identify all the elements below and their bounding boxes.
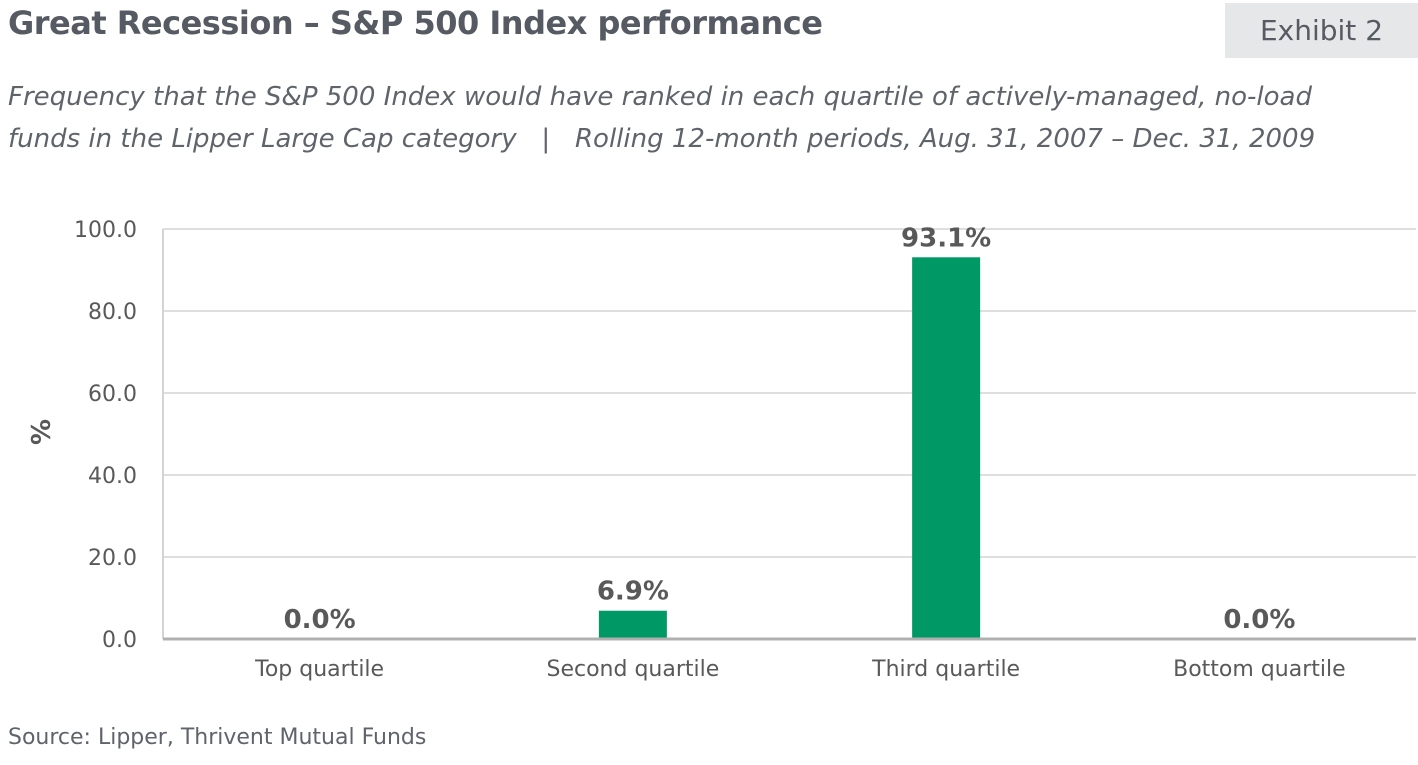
- source-note: Source: Lipper, Thrivent Mutual Funds: [8, 725, 427, 750]
- subtitle-line-1: Frequency that the S&P 500 Index would h…: [8, 82, 1312, 112]
- subtitle-line-2: funds in the Lipper Large Cap category |…: [8, 124, 1316, 154]
- y-tick-label: 20.0: [88, 546, 137, 571]
- data-label: 93.1%: [901, 223, 991, 253]
- x-tick-label: Top quartile: [254, 657, 384, 682]
- bar-chart: 0.0 20.0 40.0 60.0 80.0 100.0% 0.0% Top quartil…: [27, 218, 1416, 682]
- data-label: 0.0%: [284, 605, 356, 635]
- x-tick-label: Bottom quartile: [1173, 657, 1346, 682]
- chart-title: Great Recession – S&P 500 Index performa…: [8, 4, 823, 42]
- y-tick-label: 60.0: [88, 382, 137, 407]
- bar: [598, 610, 667, 639]
- y-tick-label: 100.0: [74, 218, 137, 243]
- bar: [912, 257, 981, 639]
- y-tick-label: 80.0: [88, 300, 137, 325]
- chart-subtitle: Frequency that the S&P 500 Index would h…: [8, 76, 1408, 160]
- data-label: 0.0%: [1223, 605, 1295, 635]
- y-axis-label: %: [27, 419, 57, 445]
- exhibit-label: Exhibit 2: [1259, 14, 1384, 47]
- y-tick-label: 0.0: [102, 628, 137, 653]
- x-tick-label: Second quartile: [546, 657, 719, 682]
- exhibit-badge: Exhibit 2: [1225, 3, 1418, 58]
- x-tick-label: Third quartile: [871, 657, 1020, 682]
- data-label: 6.9%: [597, 577, 669, 607]
- y-tick-label: 40.0: [88, 464, 137, 489]
